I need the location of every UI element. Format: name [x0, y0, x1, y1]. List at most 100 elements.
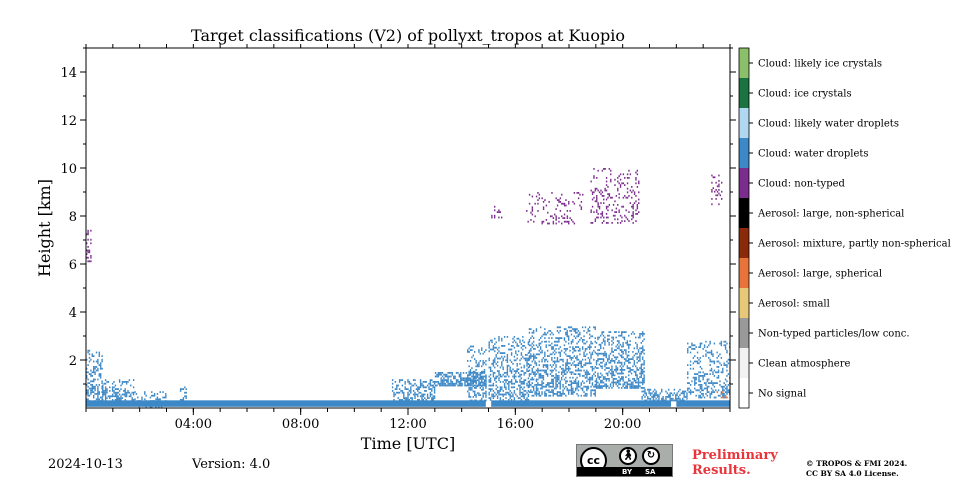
data-cell	[120, 397, 122, 399]
data-cell	[619, 173, 622, 176]
data-cell	[469, 370, 472, 373]
data-cell	[583, 375, 585, 377]
data-cell	[494, 395, 496, 398]
x-axis-label: Time [UTC]	[361, 434, 455, 453]
data-cell	[524, 359, 527, 362]
data-cell	[605, 367, 608, 369]
data-cell	[408, 399, 411, 401]
data-cell	[579, 204, 581, 207]
data-cell	[695, 389, 697, 392]
data-cell	[601, 385, 603, 387]
data-cell	[111, 395, 114, 398]
data-cell	[552, 380, 554, 383]
data-cell	[632, 358, 634, 360]
data-cell	[637, 356, 640, 359]
data-cell	[512, 337, 514, 340]
data-cell	[597, 387, 599, 389]
data-cell	[675, 397, 677, 400]
data-cell	[709, 382, 711, 384]
data-cell	[598, 205, 601, 208]
data-cell	[124, 388, 126, 390]
data-cell	[553, 340, 556, 343]
data-cell	[398, 379, 401, 381]
data-cell	[626, 191, 629, 194]
data-cell	[482, 384, 484, 387]
data-cell	[562, 393, 564, 395]
data-cell	[622, 205, 625, 208]
data-cell	[496, 352, 499, 354]
data-cell	[489, 348, 492, 351]
data-cell	[554, 213, 556, 216]
data-cell	[433, 390, 436, 392]
data-cell	[604, 354, 606, 357]
data-cell	[595, 378, 598, 380]
data-cell	[639, 352, 641, 355]
data-cell	[590, 366, 592, 368]
data-cell	[621, 387, 623, 389]
data-cell	[615, 211, 618, 213]
data-cell	[610, 178, 612, 181]
data-cell	[637, 387, 640, 389]
data-cell	[597, 367, 599, 369]
data-cell	[649, 399, 652, 402]
data-cell	[720, 357, 723, 359]
data-cell	[574, 387, 577, 390]
data-cell	[676, 392, 678, 395]
data-cell	[559, 337, 561, 339]
data-cell	[113, 390, 115, 392]
data-cell	[698, 358, 700, 361]
data-cell	[552, 220, 555, 223]
data-cell	[584, 373, 587, 375]
data-cell	[712, 373, 714, 375]
data-cell	[401, 390, 404, 392]
data-cell	[576, 376, 578, 379]
data-cell	[551, 358, 553, 361]
data-cell	[702, 371, 704, 374]
data-cell	[491, 384, 493, 387]
data-cell	[618, 334, 620, 337]
data-cell	[102, 391, 104, 394]
data-cell	[594, 380, 596, 383]
data-cell	[727, 358, 730, 361]
data-cell	[644, 390, 646, 393]
data-cell	[479, 378, 482, 380]
data-cell	[548, 222, 550, 225]
data-cell	[523, 357, 525, 360]
data-cell	[523, 379, 525, 381]
data-cell	[492, 395, 495, 398]
data-cell	[492, 345, 495, 347]
data-cell	[513, 377, 516, 380]
data-cell	[558, 326, 560, 329]
data-cell	[132, 386, 135, 389]
data-cell	[414, 395, 416, 398]
data-cell	[600, 202, 602, 204]
data-cell	[531, 346, 533, 348]
data-cell	[481, 372, 483, 375]
data-cell	[495, 346, 497, 349]
data-cell	[425, 390, 427, 392]
data-cell	[530, 389, 532, 392]
data-cell	[587, 328, 589, 330]
data-cell	[608, 168, 611, 170]
data-cell	[520, 366, 523, 369]
data-cell	[604, 363, 606, 366]
data-cell	[618, 381, 620, 384]
data-cell	[516, 357, 518, 360]
data-cell	[403, 397, 405, 399]
data-cell	[419, 391, 422, 394]
data-cell	[636, 361, 638, 364]
data-cell	[562, 375, 564, 377]
data-cell	[572, 340, 574, 343]
data-cell	[532, 373, 535, 375]
data-cell	[519, 373, 521, 376]
data-cell	[701, 387, 703, 390]
data-cell	[560, 376, 563, 379]
data-cell	[643, 333, 645, 335]
data-cell	[453, 375, 455, 378]
data-cell	[569, 357, 571, 359]
data-cell	[597, 169, 599, 172]
y-axis-label: Height [km]	[35, 179, 54, 277]
data-cell	[502, 381, 504, 383]
data-cell	[100, 367, 102, 370]
